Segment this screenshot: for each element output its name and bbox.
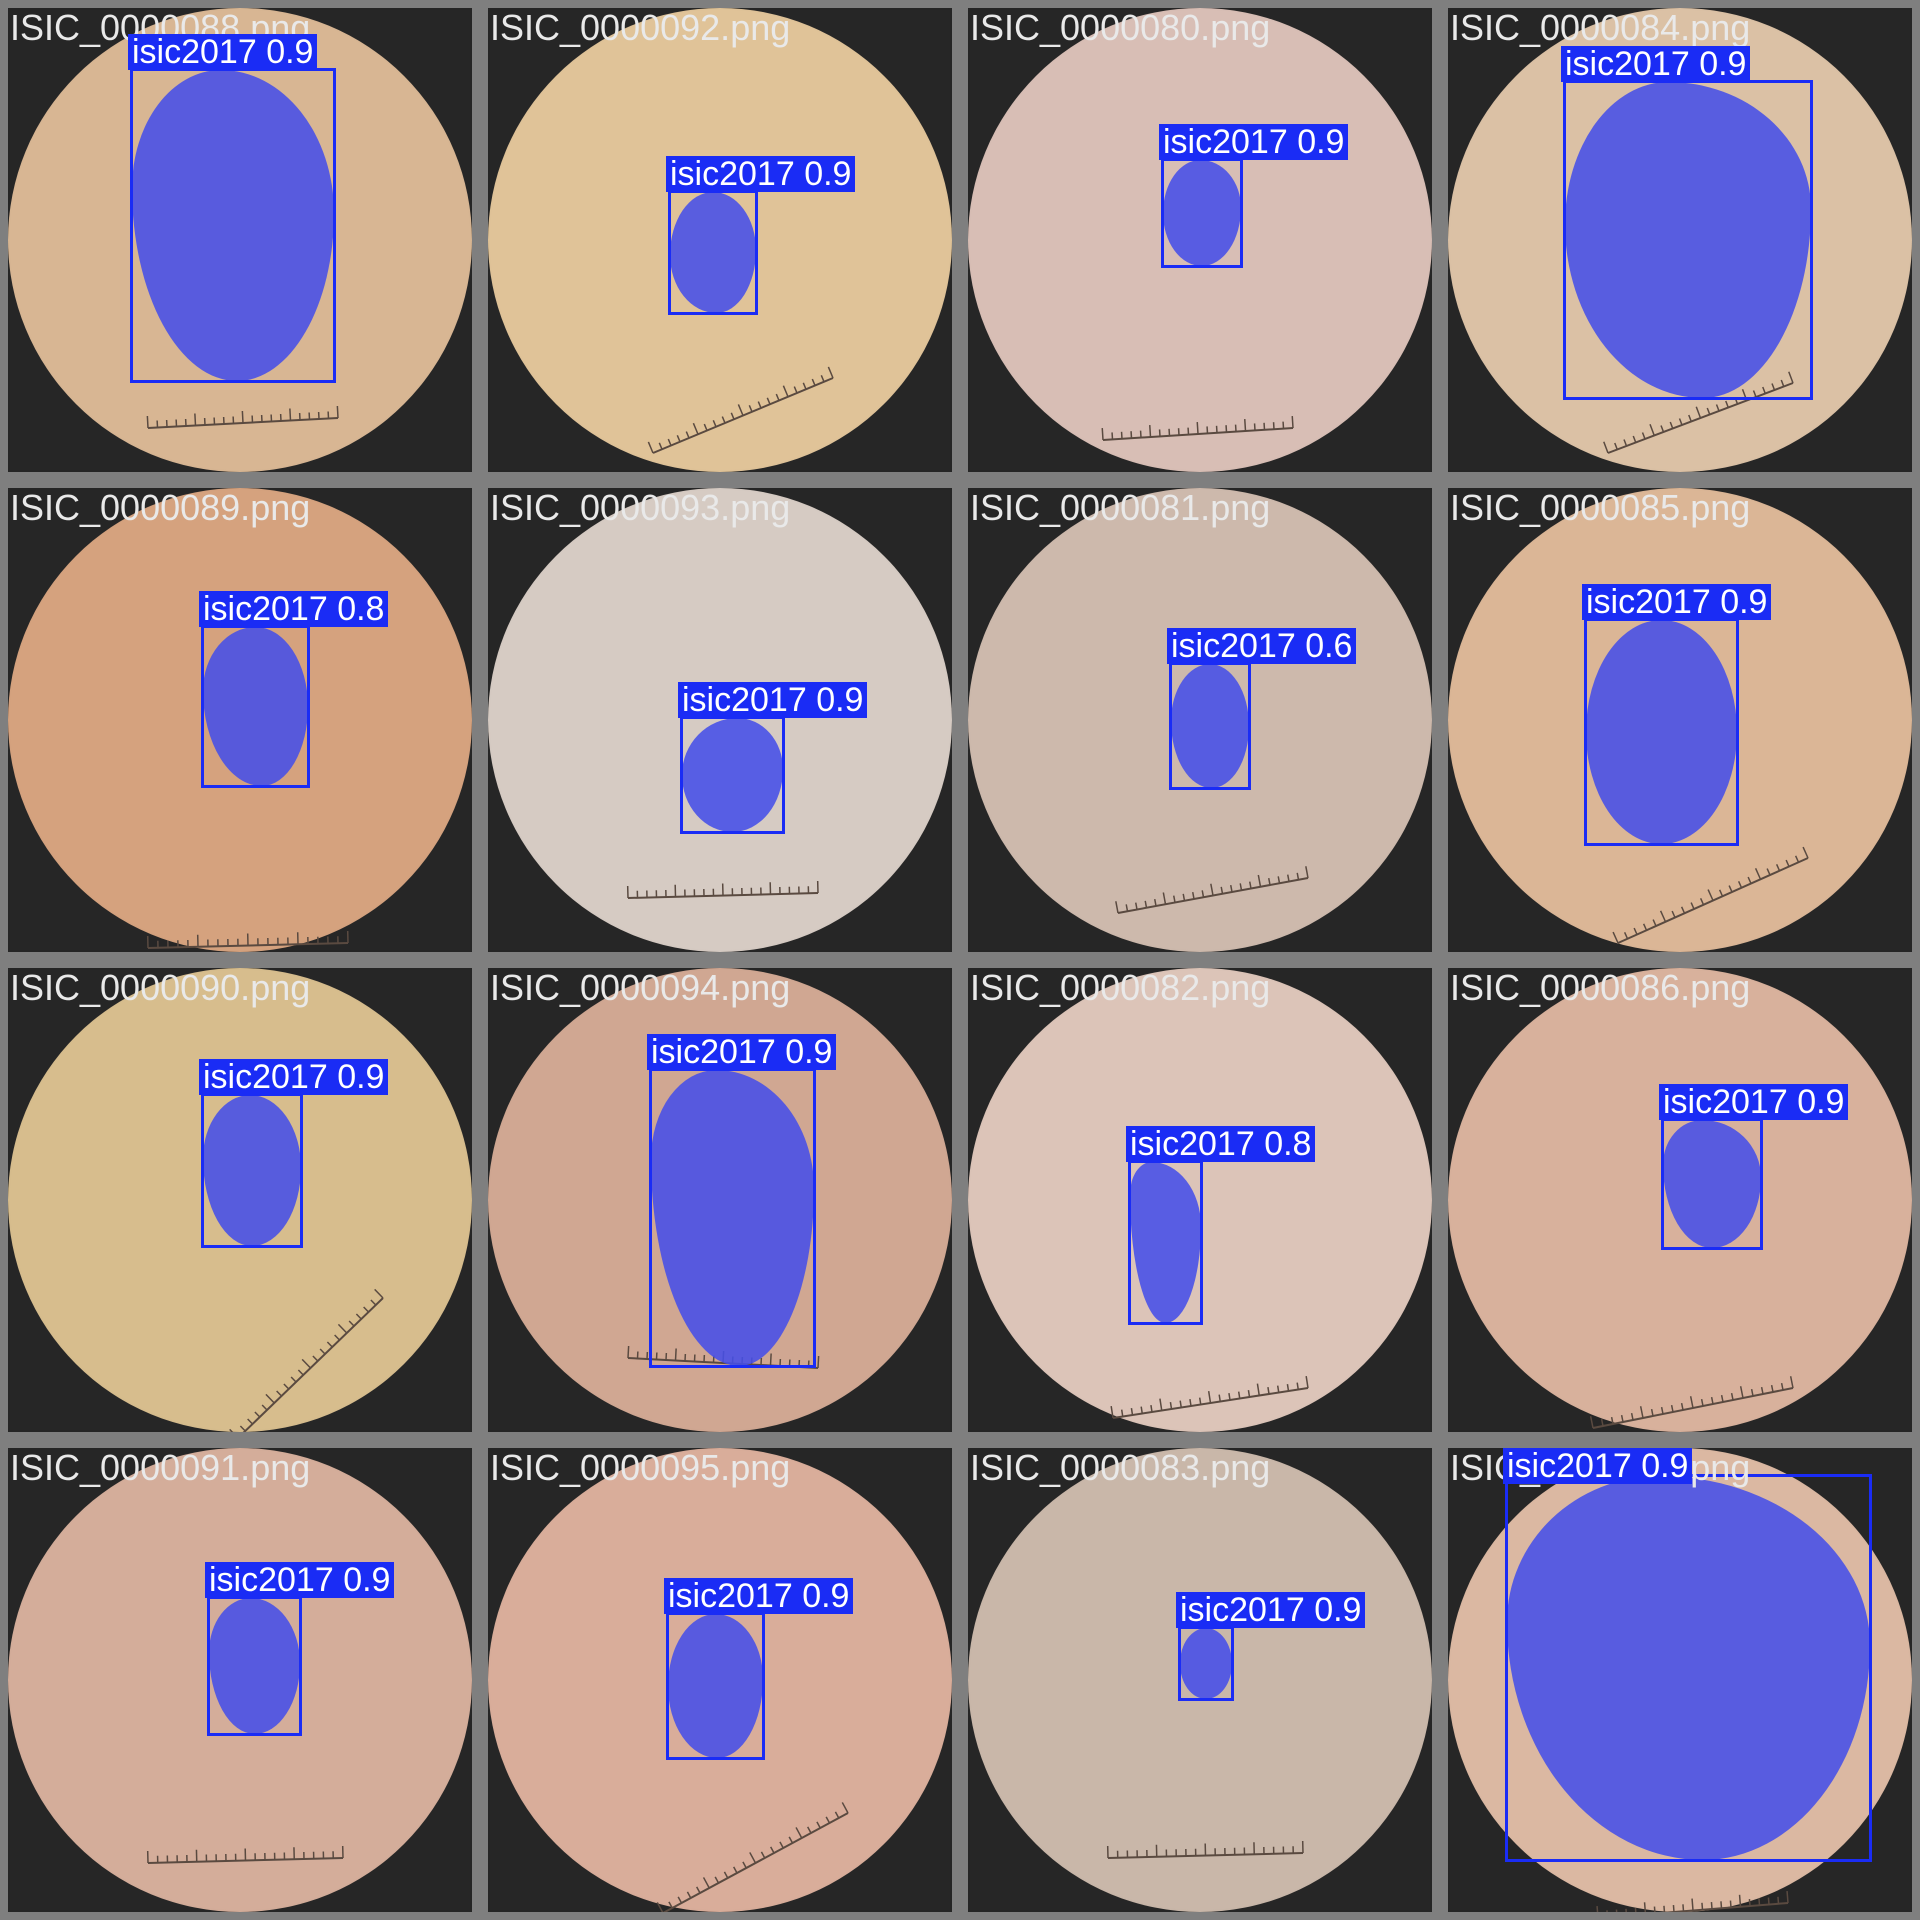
- segmentation-mask: [668, 1614, 763, 1758]
- detection-box: [201, 625, 310, 788]
- scale-ruler: [146, 1845, 344, 1864]
- image-filename: ISIC_0000086.png: [1450, 967, 1751, 1008]
- scale-ruler: [1110, 1376, 1309, 1419]
- detection-box: [1161, 158, 1243, 268]
- detection-label: isic2017 0.9: [1503, 1448, 1693, 1484]
- segmentation-mask: [1565, 82, 1811, 398]
- detection-label: isic2017 0.9: [664, 1578, 854, 1614]
- detection-label: isic2017 0.6: [1167, 628, 1357, 664]
- image-filename: ISIC_0000095.png: [490, 1447, 791, 1488]
- detection-box: [1169, 662, 1251, 790]
- scale-ruler: [1589, 1376, 1794, 1429]
- image-filename: ISIC_0000094.png: [490, 967, 791, 1008]
- segmentation-mask: [670, 192, 756, 313]
- scale-ruler: [1612, 846, 1809, 944]
- detection-label: isic2017 0.9: [1659, 1084, 1849, 1120]
- segmentation-mask: [203, 627, 308, 786]
- image-tile: ISIC_0000090.png isic2017 0.9: [0, 960, 480, 1440]
- scale-ruler: [656, 1802, 849, 1912]
- detection-box: [649, 1068, 816, 1368]
- detection-label: isic2017 0.9: [666, 156, 856, 192]
- image-tile: ISIC_0000091.png isic2017 0.9: [0, 1440, 480, 1920]
- detection-label: isic2017 0.9: [205, 1562, 395, 1598]
- detection-label: isic2017 0.9: [1159, 124, 1349, 160]
- scale-ruler: [1101, 415, 1294, 441]
- image-tile: ISIC_0000082.png isic2017 0.8: [960, 960, 1440, 1440]
- image-filename: ISIC_0000085.png: [1450, 487, 1751, 528]
- scale-ruler: [1106, 1840, 1304, 1859]
- segmentation-mask: [1180, 1628, 1232, 1699]
- detection-label: isic2017 0.9: [1582, 584, 1772, 620]
- image-filename: ISIC_0000089.png: [10, 487, 311, 528]
- image-tile: ISIC_0000085.png isic2017 0.9: [1440, 480, 1920, 960]
- image-tile: ISIC_0000094.png isic2017 0.9: [480, 960, 960, 1440]
- scale-ruler: [1115, 866, 1309, 914]
- segmentation-mask: [132, 70, 334, 381]
- detection-box: [668, 190, 758, 315]
- image-tile: ISIC_0000086.png isic2017 0.9: [1440, 960, 1920, 1440]
- detection-label: isic2017 0.9: [1176, 1592, 1366, 1628]
- segmentation-mask: [1171, 664, 1249, 788]
- segmentation-mask: [1163, 160, 1241, 266]
- scale-ruler: [229, 1288, 384, 1432]
- detection-label: isic2017 0.9: [1561, 46, 1751, 82]
- image-tile: ISIC_0000092.png isic2017 0.9: [480, 0, 960, 480]
- image-filename: ISIC_0000083.png: [970, 1447, 1271, 1488]
- image-tile: ISIC_0000080.png isic2017 0.9: [960, 0, 1440, 480]
- segmentation-mask: [1586, 620, 1737, 844]
- image-tile: ISIC_0000081.png isic2017 0.6: [960, 480, 1440, 960]
- detection-box: [1128, 1160, 1203, 1325]
- image-tile: ISIC_0000084.png isic2017 0.9: [1440, 0, 1920, 480]
- image-tile: ISIC_0000089.png isic2017 0.8: [0, 480, 480, 960]
- detection-box: [207, 1596, 302, 1736]
- scale-ruler: [1596, 1890, 1789, 1912]
- image-tile: ISIC_0000088.png isic2017 0.9: [0, 0, 480, 480]
- detection-box: [680, 716, 785, 834]
- detection-label: isic2017 0.8: [1126, 1126, 1316, 1162]
- image-filename: ISIC_0000082.png: [970, 967, 1271, 1008]
- detection-box: [666, 1612, 765, 1760]
- detection-box: [130, 68, 336, 383]
- image-filename: ISIC_0000092.png: [490, 7, 791, 48]
- detection-label: isic2017 0.8: [199, 591, 389, 627]
- segmentation-mask: [203, 1095, 301, 1246]
- scale-ruler: [146, 405, 339, 429]
- detection-label: isic2017 0.9: [128, 34, 318, 70]
- scale-ruler: [647, 366, 834, 454]
- image-filename: ISIC_0000090.png: [10, 967, 311, 1008]
- detection-label: isic2017 0.9: [647, 1034, 837, 1070]
- segmentation-mask: [1663, 1120, 1761, 1248]
- scale-ruler: [146, 930, 349, 949]
- image-tile: ISIC_0000095.png isic2017 0.9: [480, 1440, 960, 1920]
- detection-box: [1505, 1474, 1872, 1862]
- image-filename: ISIC_0000093.png: [490, 487, 791, 528]
- image-tile: ISIC_0000093.png isic2017 0.9: [480, 480, 960, 960]
- detection-label: isic2017 0.9: [678, 682, 868, 718]
- image-filename: ISIC_0000081.png: [970, 487, 1271, 528]
- detection-box: [1178, 1626, 1234, 1701]
- image-filename: ISIC_0000091.png: [10, 1447, 311, 1488]
- image-filename: ISIC_0000080.png: [970, 7, 1271, 48]
- image-tile: ISIC_0000083.png isic2017 0.9: [960, 1440, 1440, 1920]
- detection-box: [201, 1093, 303, 1248]
- detection-box: [1563, 80, 1813, 400]
- detection-box: [1584, 618, 1739, 846]
- detection-label: isic2017 0.9: [199, 1059, 389, 1095]
- segmentation-mask: [209, 1598, 300, 1734]
- scale-ruler: [1603, 371, 1794, 454]
- detection-box: [1661, 1118, 1763, 1250]
- segmentation-mask: [682, 718, 783, 832]
- scale-ruler: [626, 880, 819, 899]
- image-filename: ISIC_0000084.png: [1450, 7, 1751, 48]
